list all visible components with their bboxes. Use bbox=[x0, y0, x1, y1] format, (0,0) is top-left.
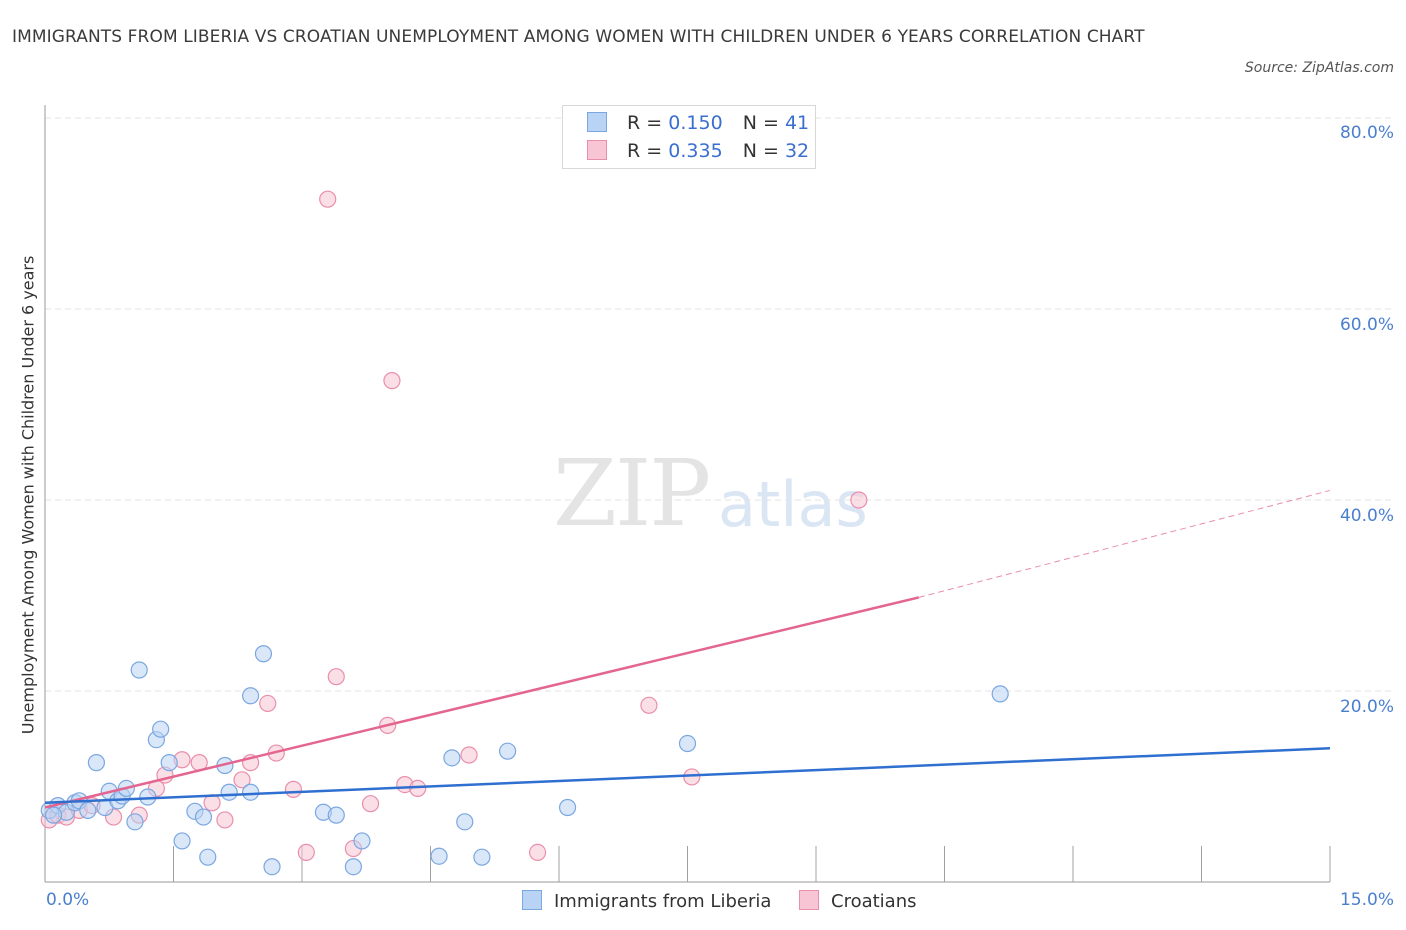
liberia-point-23 bbox=[220, 783, 238, 801]
liberia-point-29 bbox=[327, 806, 345, 824]
liberia-point-38 bbox=[678, 734, 697, 753]
liberia-point-40 bbox=[44, 806, 63, 824]
croatians-point-28 bbox=[528, 843, 547, 861]
croatians-point-19 bbox=[319, 190, 337, 208]
legend-r-label: R = bbox=[627, 112, 663, 134]
liberia-point-26 bbox=[254, 645, 273, 663]
legend-r-value: 0.150 bbox=[668, 112, 723, 134]
watermark-atlas: atlas bbox=[718, 468, 868, 541]
x-tick-label-max: 15.0% bbox=[1339, 890, 1394, 910]
liberia-point-32 bbox=[430, 847, 448, 865]
croatians-point-29 bbox=[640, 696, 658, 714]
croatians-point-27 bbox=[460, 746, 478, 764]
croatians-point-13 bbox=[233, 771, 251, 789]
legend-swatch-pink bbox=[587, 140, 607, 160]
legend-n-value: 32 bbox=[784, 140, 810, 162]
bottom-legend-swatch-blue bbox=[522, 890, 542, 910]
liberia-point-39 bbox=[991, 685, 1009, 703]
bottom-legend-label-liberia: Immigrants from Liberia bbox=[554, 891, 772, 912]
watermark-zip: ZIP bbox=[553, 440, 711, 547]
liberia-point-17 bbox=[160, 754, 178, 772]
liberia-point-37 bbox=[558, 798, 577, 817]
trendline-liberia bbox=[44, 747, 1331, 804]
legend-row-croatians: R = 0.335 N = 32 bbox=[587, 140, 809, 164]
y-tick-label-60: 60.0% bbox=[1339, 315, 1394, 335]
croatians-point-17 bbox=[284, 780, 303, 798]
liberia-point-13 bbox=[130, 661, 148, 679]
bottom-legend-label-croatians: Croatians bbox=[831, 891, 917, 912]
legend-r-value: 0.335 bbox=[668, 140, 723, 162]
trendline-croatians bbox=[44, 596, 920, 809]
bottom-legend-swatch-pink bbox=[799, 890, 819, 910]
legend-n-label: N = bbox=[742, 112, 779, 134]
liberia-point-5 bbox=[79, 801, 97, 819]
legend-n-label: N = bbox=[742, 140, 779, 162]
croatians-point-30 bbox=[683, 768, 701, 786]
croatians-point-12 bbox=[216, 811, 234, 829]
liberia-point-25 bbox=[242, 687, 260, 705]
bottom-legend-croatians: Croatians bbox=[799, 890, 917, 912]
liberia-point-36 bbox=[499, 742, 517, 760]
liberia-point-33 bbox=[443, 749, 461, 767]
y-axis-label: Unemployment Among Women with Children U… bbox=[18, 255, 38, 735]
croatians-point-15 bbox=[259, 694, 277, 713]
liberia-point-24 bbox=[242, 783, 260, 801]
source-label: Source: ZipAtlas.com bbox=[1244, 60, 1394, 76]
croatians-point-20 bbox=[327, 668, 345, 686]
liberia-point-21 bbox=[199, 848, 217, 866]
bottom-legend-liberia: Immigrants from Liberia bbox=[522, 890, 771, 912]
y-tick-label-40: 40.0% bbox=[1339, 506, 1394, 526]
liberia-point-31 bbox=[353, 832, 371, 850]
croatians-point-22 bbox=[361, 795, 380, 813]
croatians-point-24 bbox=[383, 372, 401, 390]
trendline-croatians-extension bbox=[918, 489, 1331, 598]
liberia-point-34 bbox=[456, 813, 474, 831]
chart-title: IMMIGRANTS FROM LIBERIA VS CROATIAN UNEM… bbox=[12, 27, 1145, 47]
x-tick-label-min: 0.0% bbox=[46, 890, 90, 910]
liberia-point-6 bbox=[87, 754, 106, 772]
liberia-point-12 bbox=[126, 813, 144, 831]
liberia-point-27 bbox=[263, 858, 281, 876]
legend-r-label: R = bbox=[627, 140, 663, 162]
liberia-point-16 bbox=[152, 720, 170, 738]
liberia-point-35 bbox=[473, 848, 491, 866]
croatians-point-18 bbox=[297, 843, 315, 861]
legend-row-liberia: R = 0.150 N = 41 bbox=[587, 112, 809, 136]
legend-n-value: 41 bbox=[784, 112, 810, 134]
correlation-legend: R = 0.150 N = 41 R = 0.335 N = 32 bbox=[562, 105, 816, 169]
y-tick-label-20: 20.0% bbox=[1339, 697, 1394, 717]
liberia-point-18 bbox=[173, 832, 191, 850]
croatians-point-31 bbox=[850, 491, 868, 509]
liberia-point-30 bbox=[344, 858, 362, 876]
legend-swatch-blue bbox=[587, 112, 607, 132]
y-tick-label-80: 80.0% bbox=[1339, 123, 1394, 143]
liberia-point-20 bbox=[194, 808, 213, 826]
